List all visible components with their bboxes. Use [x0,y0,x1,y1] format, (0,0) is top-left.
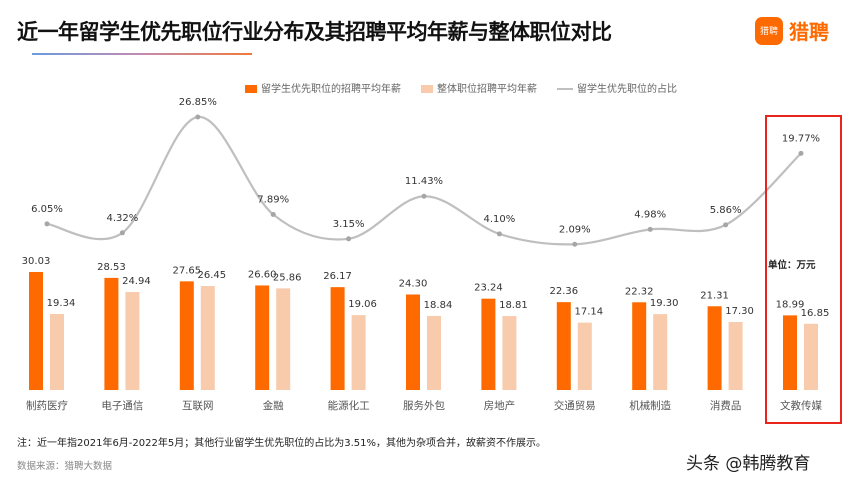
line-label: 2.09% [559,224,591,235]
line-label: 26.85% [179,97,217,108]
x-tick-label: 互联网 [182,400,214,412]
bar-series2 [653,314,668,390]
bar-series1 [556,302,571,390]
line-point [195,114,201,120]
x-tick-label: 消费品 [710,399,742,412]
bar-series1 [707,306,722,390]
x-tick-label: 机械制造 [629,399,671,412]
line-point [647,226,653,232]
watermark: 头条 @韩腾教育 [686,454,811,474]
bar-label-series1: 26.17 [323,271,352,282]
x-tick-label: 制药医疗 [26,399,68,412]
x-tick-label: 文教传媒 [780,399,822,412]
legend-item-series2: 整体职位招聘平均年薪 [421,80,537,95]
line-point [44,221,50,227]
logo-text: 猎聘 [789,20,829,44]
logo: 猎聘 猎聘 [755,16,829,45]
bar-series2 [804,323,818,390]
data-source: 数据来源：猎聘大数据 [17,461,113,472]
x-tick-label: 电子通信 [101,399,143,412]
line-point [119,230,125,236]
bar-label-series2: 26.45 [197,270,226,281]
page-title: 近一年留学生优先职位行业分布及其招聘平均年薪与整体职位对比 [17,20,612,44]
title-underline [32,53,252,55]
line-label: 3.15% [333,219,365,230]
bar-series1 [104,277,119,390]
line-label: 6.05% [31,204,63,215]
bar-label-series2: 17.30 [725,306,754,317]
bar-series1 [330,287,345,390]
bar-series1 [255,285,270,390]
bar-series1 [179,281,194,390]
x-tick-label: 房地产 [484,399,516,412]
line-label: 11.43% [405,176,443,187]
bar-label-series1: 26.60 [248,269,277,280]
bar-label-series1: 18.99 [776,299,805,310]
bar-series2 [502,316,517,390]
legend-item-series1: 留学生优先职位的招聘平均年薪 [245,80,401,95]
bar-label-series2: 24.94 [122,276,151,287]
bar-series1 [481,298,496,390]
bar-label-series1: 28.53 [97,262,126,273]
bar-series1 [29,271,43,390]
bar-label-series2: 19.06 [348,299,377,310]
bar-label-series2: 25.86 [273,272,302,283]
legend: 留学生优先职位的招聘平均年薪 整体职位招聘平均年薪 留学生优先职位的占比 [245,80,677,95]
line-point [346,236,352,242]
bar-series2 [276,288,291,390]
line-label: 19.77% [782,133,820,144]
bar-label-series1: 24.30 [399,279,428,290]
bar-label-series1: 30.03 [22,256,51,267]
bar-label-series1: 22.36 [549,286,578,297]
bar-series2 [351,315,366,390]
bar-label-series2: 18.81 [499,300,528,311]
highlight-box [765,115,842,424]
bar-series1 [406,294,420,390]
line-label: 4.32% [107,213,139,224]
footnote: 注：近一年指2021年6月-2022年5月；其他行业留学生优先职位的占比为3.5… [17,438,546,449]
line-point [496,231,502,237]
bar-series2 [728,322,743,390]
legend-item-series3: 留学生优先职位的占比 [557,80,677,95]
x-tick-label: 能源化工 [328,399,370,412]
bar-series1 [632,302,647,390]
bar-series2 [427,315,441,390]
x-tick-label: 服务外包 [403,399,445,412]
logo-badge-icon: 猎聘 [755,16,783,45]
bar-label-series1: 27.65 [172,265,201,276]
line-label: 7.89% [257,194,289,205]
line-point [723,222,729,228]
line-point [572,241,578,247]
bar-label-series2: 17.14 [574,307,603,318]
bar-series2 [200,286,215,390]
bar-series1 [783,315,797,390]
x-tick-label: 交通贸易 [554,399,596,412]
bar-label-series2: 16.85 [801,308,830,319]
x-tick-label: 金融 [263,399,284,412]
bar-label-series1: 22.32 [625,286,654,297]
bar-series2 [577,322,592,390]
bar-series2 [50,313,64,390]
line-point [421,193,427,199]
bar-series2 [125,291,140,390]
bar-label-series1: 23.24 [474,283,503,294]
unit-label: 单位：万元 [768,260,816,271]
line-label: 4.98% [634,209,666,220]
bar-label-series2: 18.84 [424,300,453,311]
bar-label-series1: 21.31 [700,290,729,301]
line-series3 [46,115,802,246]
line-label: 4.10% [484,214,516,225]
bar-label-series2: 19.30 [650,298,679,309]
line-point [798,150,804,156]
bar-label-series2: 19.34 [47,298,76,309]
line-label: 5.86% [710,205,742,216]
line-point [270,211,276,217]
